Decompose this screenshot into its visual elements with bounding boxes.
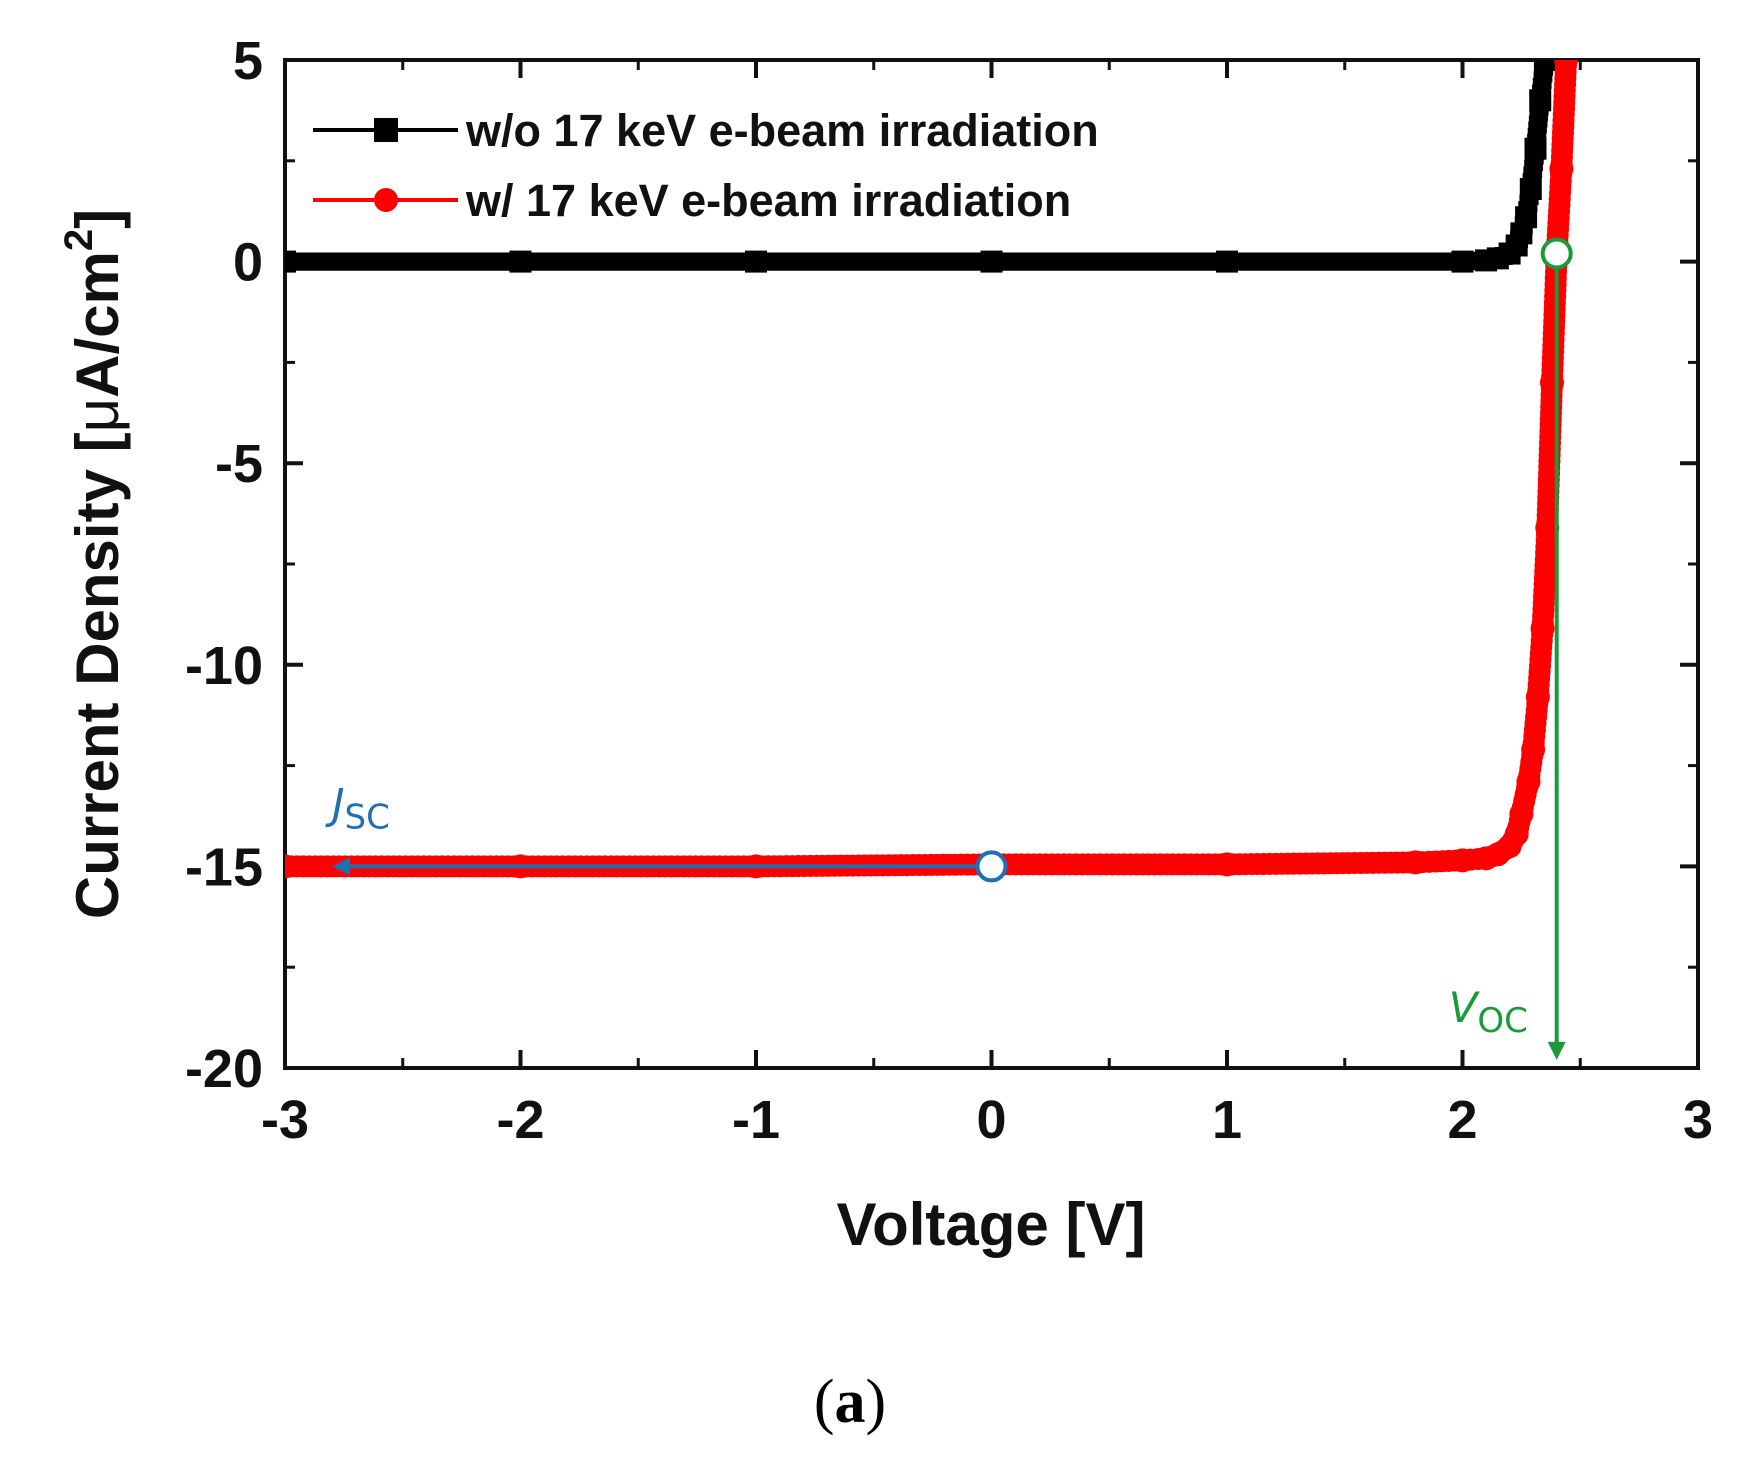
series-with-irradiation-point — [1504, 822, 1529, 847]
legend-label-with: w/ 17 keV e-beam irradiation — [465, 175, 1071, 226]
voc-marker-circle — [1540, 237, 1573, 270]
series-without-irradiation-point — [1515, 206, 1538, 229]
voc-arrowhead — [1547, 1041, 1566, 1060]
annotation-layer: JSC VOC — [325, 237, 1573, 1060]
y-tick-label: -20 — [185, 1039, 263, 1099]
x-tick-label: 2 — [1447, 1090, 1477, 1150]
series-with-irradiation — [285, 60, 1579, 879]
series-without-irradiation-point — [1529, 89, 1552, 112]
series-without-irradiation-point — [1533, 60, 1556, 71]
series-with-irradiation-point — [1530, 616, 1555, 641]
x-axis-title: Voltage [V] — [837, 1191, 1146, 1258]
series-without-irradiation-point — [1519, 178, 1542, 201]
y-tick-label: 0 — [233, 233, 263, 293]
series-with-irradiation-point — [1539, 370, 1564, 395]
x-tick-label: 1 — [1212, 1090, 1242, 1150]
x-tick-label: -1 — [732, 1090, 780, 1150]
legend-marker-circle — [374, 188, 398, 212]
series-without-irradiation-point — [745, 250, 767, 273]
series-with-irradiation-point — [1521, 737, 1546, 762]
jsc-arrowhead — [332, 857, 351, 876]
series-with-irradiation-point — [1215, 852, 1239, 877]
series-without-irradiation-line — [285, 60, 1547, 264]
series-with-irradiation-point — [1450, 848, 1475, 873]
series-without-irradiation-dense-markers — [285, 60, 1554, 271]
series-without-irradiation — [285, 60, 1556, 273]
series-with-irradiation-point — [1509, 801, 1534, 826]
x-axis: -3 -2 -1 0 1 2 3 — [261, 60, 1713, 1150]
legend-marker-square — [374, 118, 398, 142]
series-with-irradiation-point — [1554, 60, 1579, 72]
y-axis-title: Current Density [μA/cm2] — [57, 209, 131, 919]
jsc-label: JSC — [325, 779, 390, 837]
series-with-irradiation-point — [1535, 515, 1560, 540]
jsc-marker-circle — [975, 850, 1008, 883]
series-without-irradiation-point — [1451, 250, 1474, 273]
voc-label: VOC — [1449, 983, 1528, 1041]
series-with-irradiation-point — [1403, 850, 1428, 875]
x-tick-label: -3 — [261, 1090, 309, 1150]
legend: w/o 17 keV e-beam irradiation w/ 17 keV … — [313, 105, 1099, 226]
series-without-irradiation-point — [1524, 137, 1547, 160]
series-without-irradiation-point — [1216, 250, 1238, 273]
x-tick-label: 0 — [976, 1090, 1006, 1150]
series-without-irradiation-point — [980, 250, 1003, 273]
y-tick-label: -5 — [215, 434, 263, 494]
series-without-irradiation-point — [285, 250, 296, 273]
y-tick-label: -15 — [185, 837, 263, 897]
series-layer — [285, 60, 1579, 879]
series-with-irradiation-point — [1516, 769, 1541, 794]
caption: (a) — [814, 1368, 886, 1436]
legend-label-without: w/o 17 keV e-beam irradiation — [465, 105, 1099, 156]
y-tick-label: 5 — [233, 31, 263, 91]
series-with-irradiation-point — [1525, 685, 1550, 710]
y-tick-label: -10 — [185, 636, 263, 696]
y-axis: 5 0 -5 -10 -15 -20 — [185, 31, 1698, 1099]
x-tick-label: -2 — [496, 1090, 544, 1150]
series-without-irradiation-point — [509, 250, 532, 273]
series-with-irradiation-point — [1549, 156, 1574, 181]
series-with-irradiation-point — [285, 854, 297, 879]
x-tick-label: 3 — [1683, 1090, 1713, 1150]
